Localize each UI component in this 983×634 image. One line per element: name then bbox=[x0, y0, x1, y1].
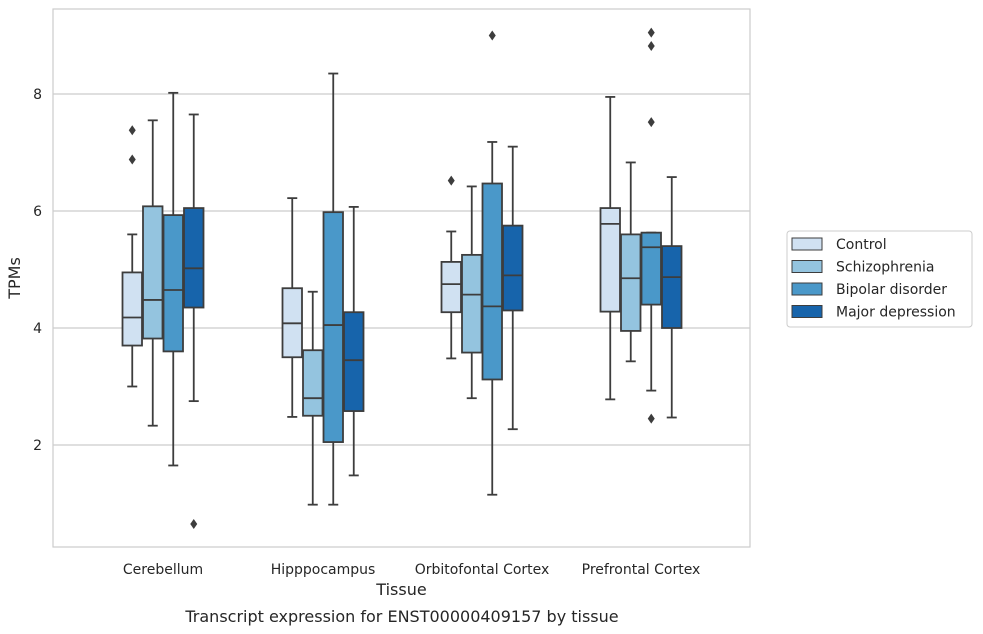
box-groups bbox=[121, 27, 683, 529]
x-tick-label: Prefrontal Cortex bbox=[582, 562, 701, 578]
box-schizophrenia bbox=[461, 185, 483, 400]
outlier-point bbox=[647, 117, 655, 128]
box-major-depression bbox=[183, 113, 205, 529]
outlier-point bbox=[447, 175, 455, 186]
outlier-point bbox=[128, 154, 136, 165]
x-axis-label: Tissue bbox=[375, 580, 426, 599]
outlier-point bbox=[647, 413, 655, 424]
y-axis-label: TPMs bbox=[5, 257, 24, 300]
legend-label: Bipolar disorder bbox=[836, 282, 947, 298]
outlier-point bbox=[488, 30, 496, 41]
y-axis-ticks: 2 4 6 8 bbox=[33, 87, 42, 454]
box-major-depression bbox=[661, 176, 683, 419]
box-iqr bbox=[502, 224, 524, 312]
box-iqr bbox=[121, 271, 143, 347]
box-iqr bbox=[142, 205, 164, 340]
y-tick-label: 6 bbox=[33, 204, 42, 220]
box-major-depression bbox=[343, 206, 365, 477]
outlier-point bbox=[647, 27, 655, 38]
legend-label: Control bbox=[836, 237, 887, 253]
box-iqr bbox=[183, 207, 205, 309]
legend: Control Schizophrenia Bipolar disorder Majo… bbox=[786, 230, 973, 328]
legend-swatch bbox=[791, 260, 823, 273]
box-iqr bbox=[599, 207, 621, 313]
legend-label: Major depression bbox=[836, 305, 956, 321]
box-iqr bbox=[343, 311, 365, 412]
x-axis-ticks: Cerebellum Hipppocampus Orbitofontal Corte… bbox=[123, 562, 700, 578]
box-iqr bbox=[661, 245, 683, 329]
box-iqr bbox=[322, 211, 344, 443]
box-iqr bbox=[640, 231, 662, 306]
legend-swatch bbox=[791, 237, 823, 251]
box-iqr bbox=[302, 349, 324, 417]
box-control bbox=[440, 175, 462, 360]
box-schizophrenia bbox=[142, 119, 164, 427]
box-bipolar-disorder bbox=[322, 72, 344, 506]
legend-label: Schizophrenia bbox=[836, 260, 934, 276]
x-tick-label: Cerebellum bbox=[123, 562, 203, 578]
box-bipolar-disorder bbox=[162, 91, 184, 467]
box-iqr bbox=[440, 260, 462, 314]
box-iqr bbox=[162, 214, 184, 353]
box-iqr bbox=[481, 182, 503, 381]
outlier-point bbox=[647, 41, 655, 52]
x-tick-label: Hipppocampus bbox=[271, 562, 376, 578]
outlier-point bbox=[128, 125, 136, 136]
box-major-depression bbox=[502, 145, 524, 431]
chart-caption: Transcript expression for ENST0000040915… bbox=[184, 607, 618, 626]
box-schizophrenia bbox=[620, 161, 642, 363]
x-tick-label: Orbitofontal Cortex bbox=[415, 562, 550, 578]
legend-swatch bbox=[791, 282, 823, 296]
box-schizophrenia bbox=[302, 290, 324, 506]
box-bipolar-disorder bbox=[640, 27, 662, 424]
outlier-point bbox=[190, 518, 198, 529]
box-control bbox=[599, 96, 621, 401]
box-iqr bbox=[620, 233, 642, 332]
legend-frame bbox=[786, 230, 973, 328]
plot-frame bbox=[52, 8, 751, 548]
box-control bbox=[121, 125, 143, 388]
box-bipolar-disorder bbox=[481, 30, 503, 496]
y-tick-label: 2 bbox=[33, 438, 42, 454]
y-tick-label: 8 bbox=[33, 87, 42, 103]
y-tick-label: 4 bbox=[33, 321, 42, 337]
box-iqr bbox=[461, 253, 483, 354]
legend-swatch bbox=[791, 305, 823, 318]
box-control bbox=[281, 197, 303, 418]
